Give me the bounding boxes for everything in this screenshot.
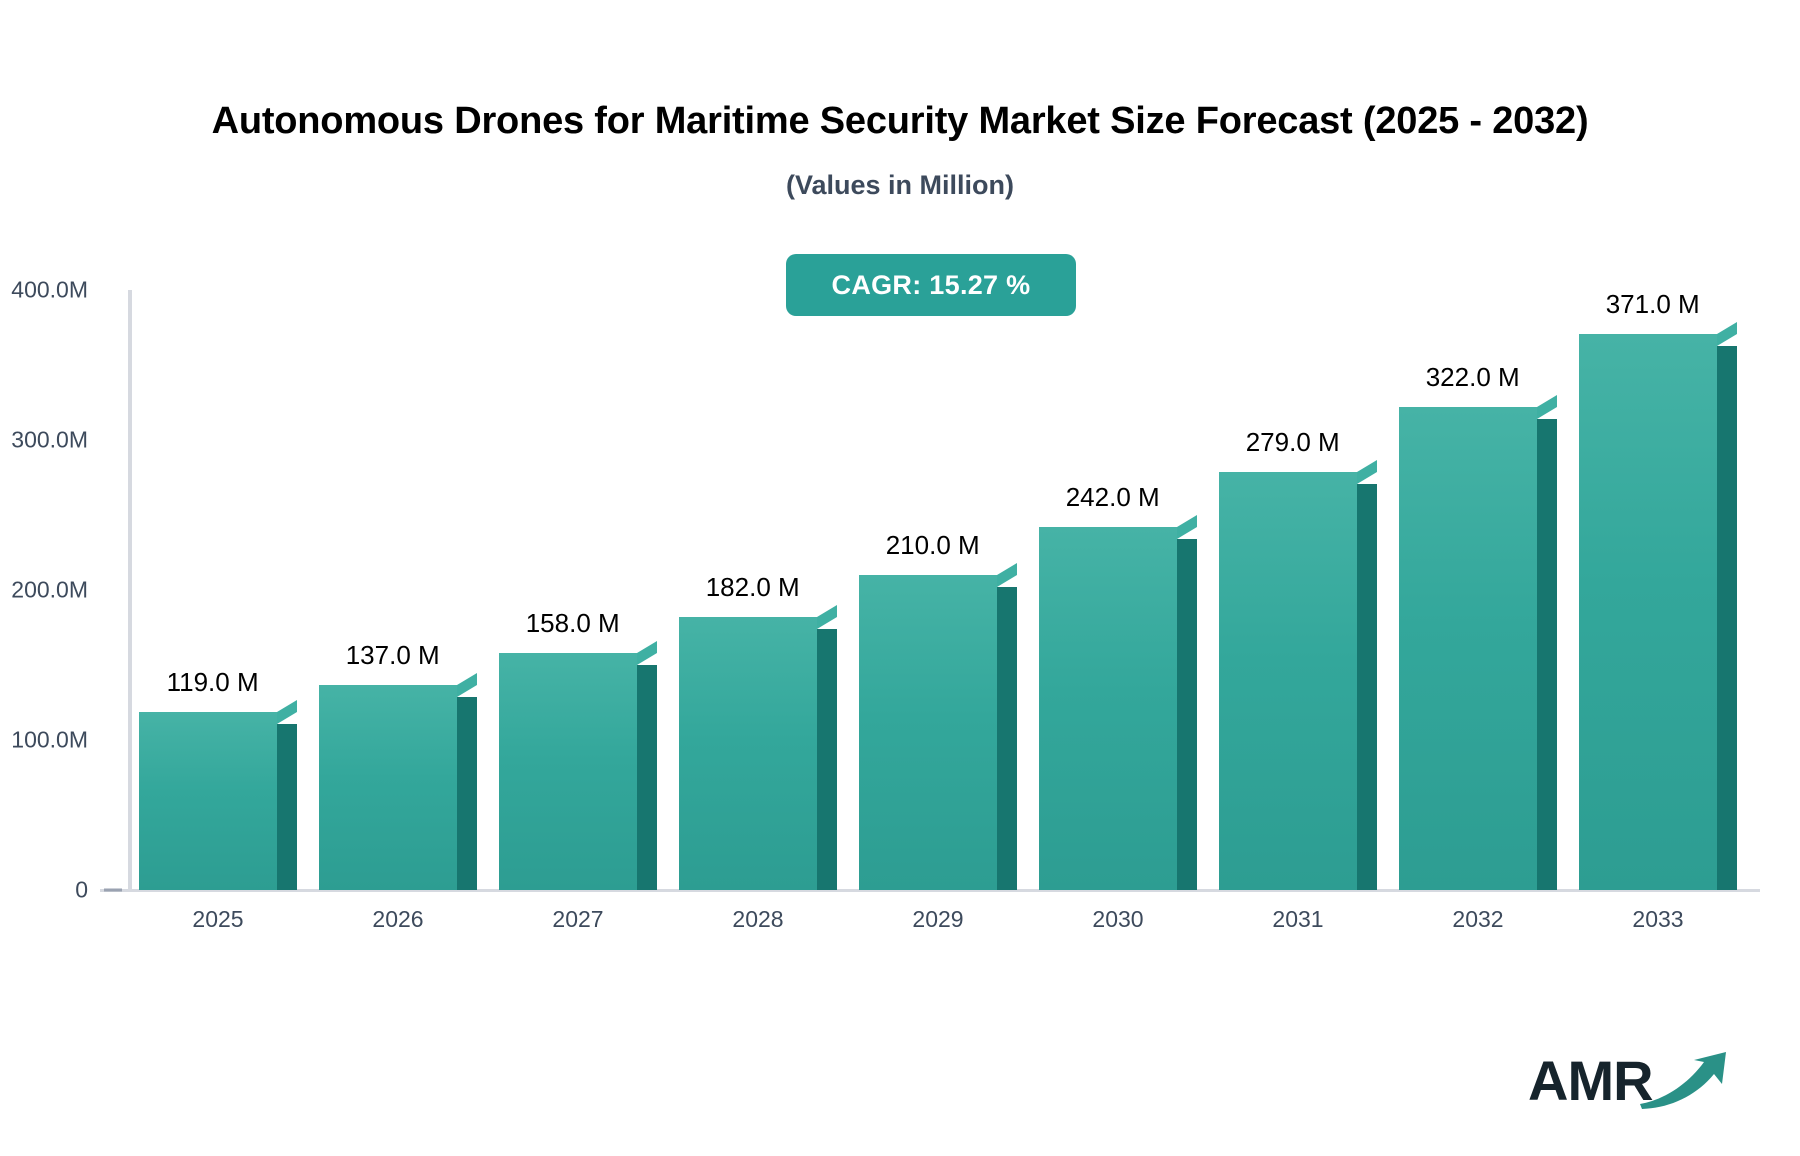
bar-value-label: 322.0 M (1425, 362, 1520, 392)
bar-value-label: 158.0 M (525, 608, 620, 638)
bar: 182.0 M (679, 572, 837, 890)
bar-front-face (1579, 333, 1717, 890)
bar-value-label: 119.0 M (166, 666, 259, 697)
bar-top-face (997, 562, 1017, 587)
bar-side-face (817, 629, 837, 890)
x-axis-tick-label: 2030 (1092, 906, 1144, 932)
bar-top-face (637, 640, 657, 665)
bar-side-face (457, 696, 477, 890)
bar-top-face (1177, 514, 1197, 539)
bar-side-face (997, 587, 1017, 890)
bar: 279.0 M (1219, 427, 1377, 890)
chart-subtitle: (Values in Million) (785, 170, 1015, 200)
cagr-badge-label: CAGR: 15.27 % (831, 269, 1031, 300)
bar-side-face (1357, 483, 1377, 890)
bar-value-label: 137.0 M (345, 639, 440, 670)
x-axis-tick-label: 2033 (1632, 906, 1684, 932)
bar-front-face (1219, 471, 1357, 890)
plot-area: 119.0 M 137.0 M 158.0 M 182.0 M 210.0 M 242.0… (128, 289, 1748, 890)
bar: 371.0 M (1579, 289, 1737, 890)
bar-side-face (1177, 539, 1197, 890)
bar-value-label: 371.0 M (1605, 288, 1700, 319)
x-axis-tick-label: 2029 (912, 906, 964, 932)
bar-top-face (277, 699, 297, 724)
bar-top-face (457, 672, 477, 697)
bar-front-face (319, 684, 457, 890)
x-axis-line (100, 889, 1760, 892)
y-axis-line (128, 290, 132, 890)
bar-value-label: 182.0 M (705, 572, 800, 602)
amr-logo-text: AMR (1528, 1049, 1654, 1112)
x-axis-tick-label: 2031 (1272, 906, 1324, 932)
y-axis-tick-label: 300.0M (11, 426, 88, 453)
bar-side-face (277, 723, 297, 890)
y-axis-tick-label: 100.0M (11, 726, 88, 753)
amr-logo: AMR (1528, 1046, 1728, 1116)
bar: 322.0 M (1399, 362, 1557, 890)
x-axis-tick-label: 2028 (732, 906, 784, 932)
y-axis-tick-label: 200.0M (11, 576, 88, 603)
y-axis-tick-label: 0 (75, 876, 88, 903)
bar: 137.0 M (319, 640, 477, 890)
page-title: Autonomous Drones for Maritime Security … (211, 100, 1589, 142)
cagr-badge: CAGR: 15.27 % (786, 254, 1076, 316)
bar: 242.0 M (1039, 482, 1197, 890)
x-axis-tick-label: 2026 (372, 906, 424, 932)
bar-top-face (1537, 394, 1557, 419)
bar-front-face (139, 711, 277, 890)
bar-top-face (1357, 459, 1377, 484)
bar-side-face (1717, 345, 1737, 890)
y-axis-tick-label: 400.0M (11, 276, 88, 303)
x-axis-tick-label: 2025 (192, 906, 244, 932)
bar-top-face (817, 604, 837, 629)
bar: 210.0 M (859, 530, 1017, 890)
bar-side-face (1537, 419, 1557, 890)
bar-value-label: 279.0 M (1245, 426, 1340, 457)
bar-value-label: 242.0 M (1065, 482, 1160, 512)
bar: 158.0 M (499, 608, 657, 890)
x-axis-tick-label: 2027 (552, 906, 604, 932)
bar-side-face (637, 665, 657, 890)
x-axis-tick-label: 2032 (1452, 906, 1504, 932)
growth-arrow-icon (1640, 1052, 1726, 1109)
bar-front-face (679, 617, 817, 890)
bar-front-face (499, 653, 637, 890)
bar-value-label: 210.0 M (885, 530, 980, 560)
bar-front-face (1039, 527, 1177, 890)
bar-front-face (1399, 407, 1537, 890)
bar: 119.0 M (139, 667, 297, 890)
bar-front-face (859, 575, 997, 890)
bar-top-face (1717, 321, 1737, 346)
y-axis-tick-mark (104, 888, 122, 892)
